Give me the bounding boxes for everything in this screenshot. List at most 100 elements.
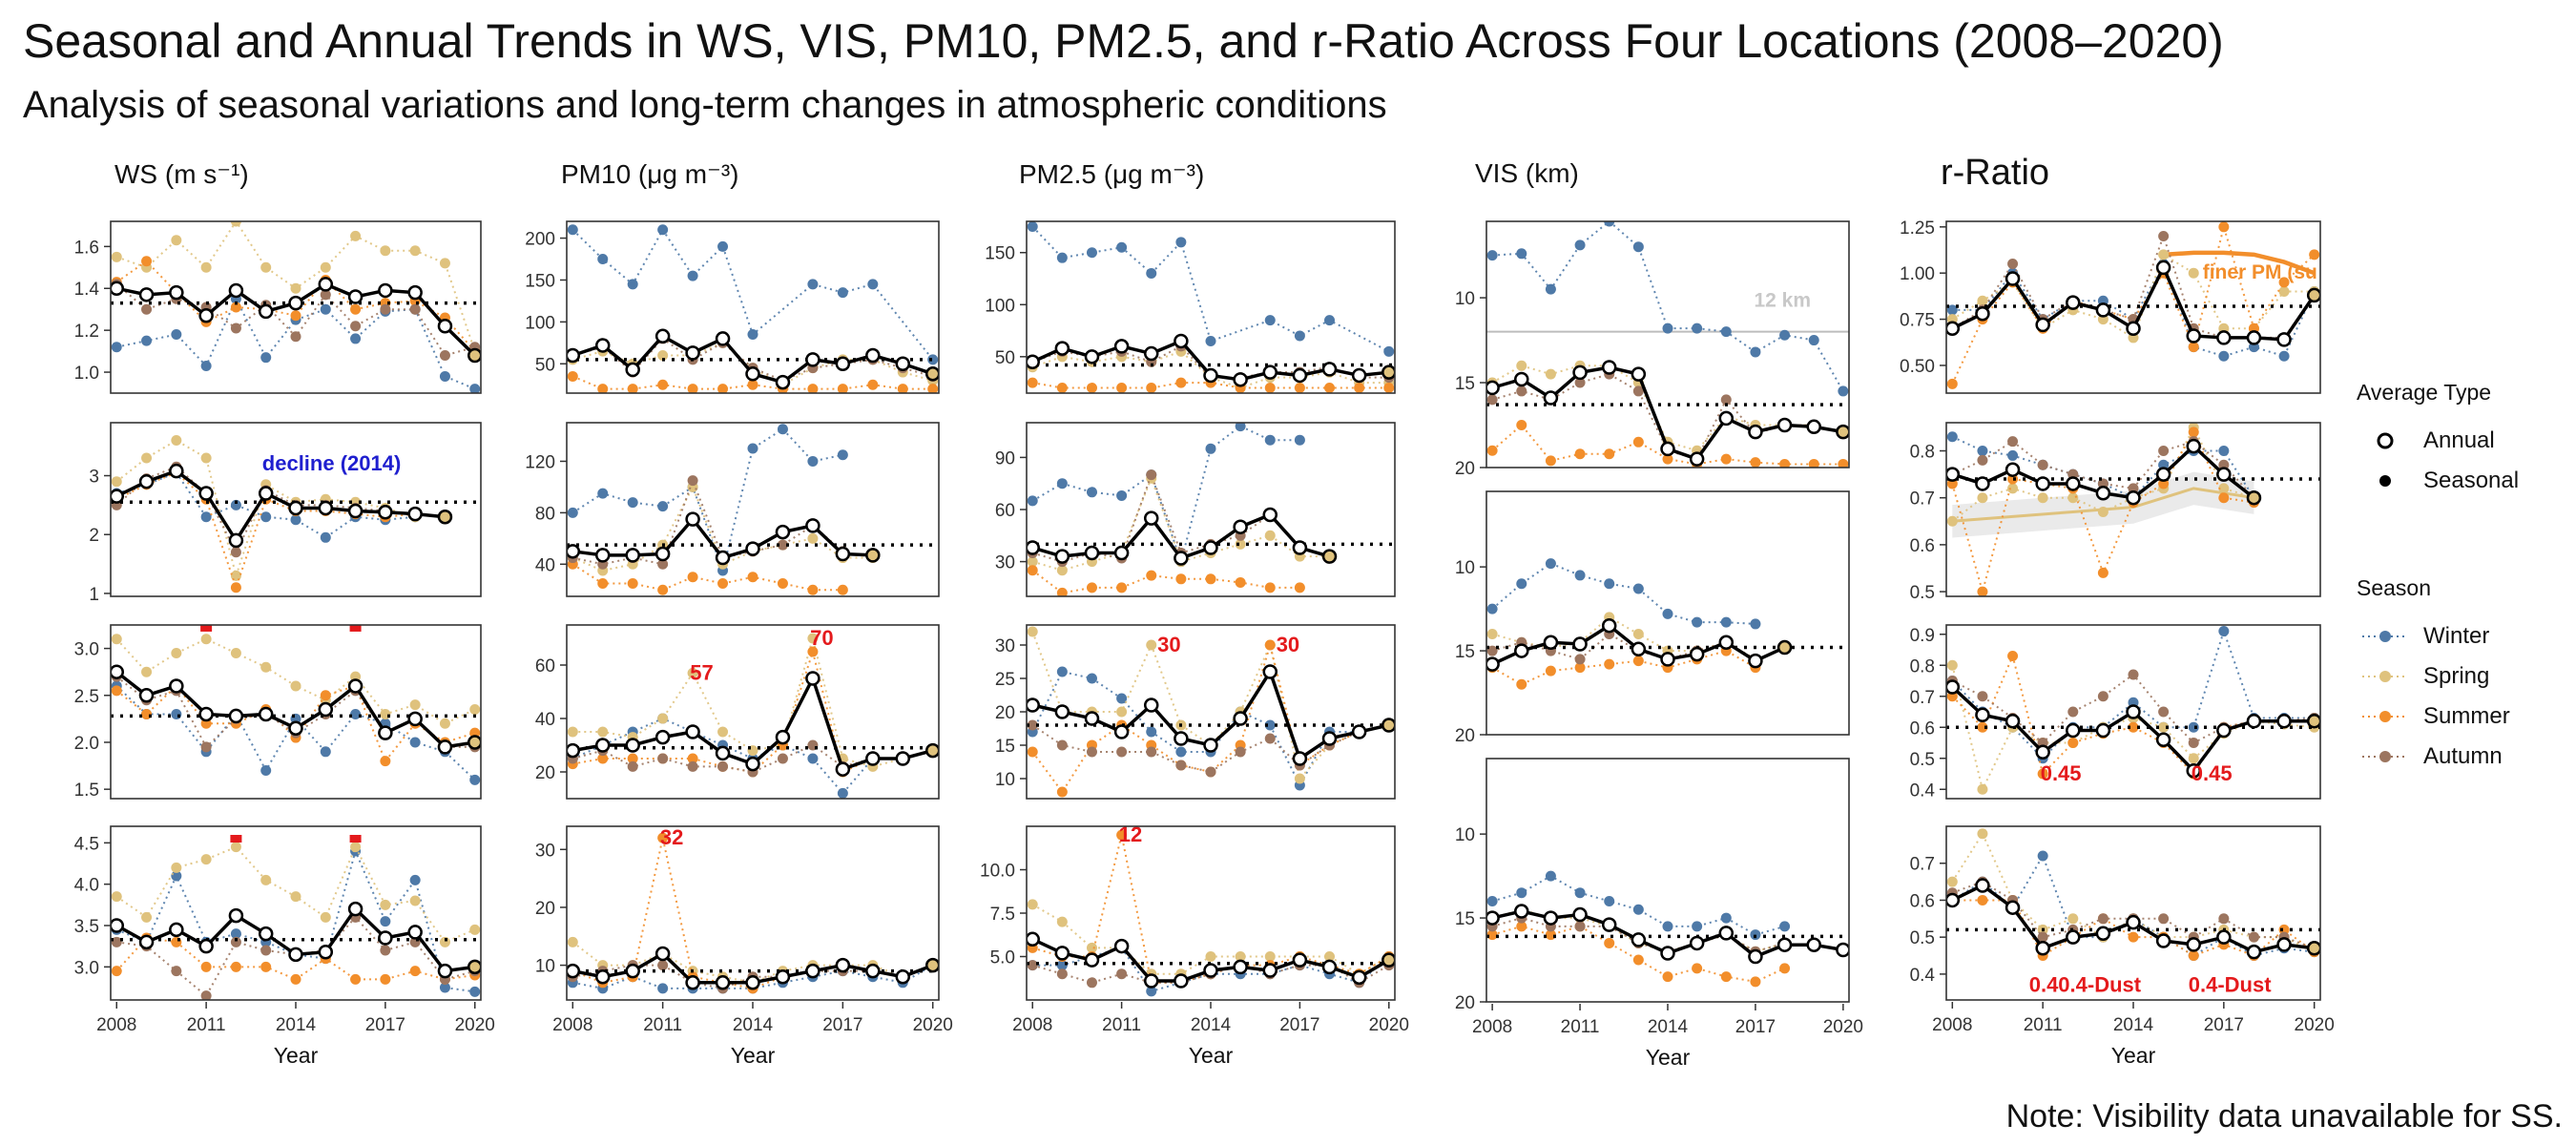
season-point-winter — [260, 764, 272, 776]
legend-item-seasonal: Seasonal — [2357, 461, 2566, 501]
season-point-summer — [1516, 921, 1527, 932]
annual-point — [685, 724, 700, 739]
annual-point — [378, 505, 393, 520]
season-point-summer — [2128, 721, 2139, 733]
panel-frame-WS-2 — [110, 422, 482, 597]
legend-average-title: Average Type — [2357, 380, 2492, 405]
season-point-spring — [350, 230, 362, 241]
x-tick-label: 2011 — [1102, 1015, 1141, 1035]
annual-point — [1262, 507, 1278, 523]
season-point-winter — [290, 514, 301, 526]
y-tick-label: 0.6 — [1910, 891, 1935, 911]
y-tick-label: 10 — [1455, 825, 1475, 845]
x-tick-label: 2008 — [1472, 1017, 1512, 1037]
season-point-spring — [2158, 721, 2170, 733]
season-line-autumn — [1951, 440, 2255, 499]
season-point-autumn — [2067, 706, 2079, 718]
y-tick-label: 20 — [1455, 459, 1475, 479]
season-point-winter — [1662, 608, 1673, 619]
season-line-autumn — [1491, 373, 1815, 461]
season-point-winter — [2218, 350, 2230, 362]
highlight-marker — [230, 835, 242, 843]
annual-point — [2005, 271, 2021, 286]
annotation-label: 70 — [810, 626, 833, 650]
annual-point — [1054, 341, 1070, 356]
season-point-autumn — [2158, 446, 2170, 457]
season-point-spring — [260, 261, 272, 273]
season-point-autumn — [1027, 960, 1038, 971]
season-point-summer — [1056, 383, 1068, 393]
season-point-autumn — [1574, 377, 1586, 388]
y-tick-label: 20 — [535, 763, 555, 783]
highlight-marker — [200, 625, 213, 632]
annual-point — [111, 664, 125, 679]
season-point-spring — [1946, 515, 1958, 527]
season-point-summer — [1116, 383, 1128, 393]
season-point-winter — [1720, 912, 1732, 924]
panel-frame-PM2.5-2 — [1026, 422, 1396, 597]
column-title-vis: VIS (km) — [1475, 158, 1579, 188]
season-point-summer — [1632, 436, 1644, 448]
y-tick-label: 40 — [535, 710, 555, 730]
season-point-summer — [1662, 453, 1673, 465]
season-point-summer — [1574, 662, 1586, 674]
annual-point — [1572, 906, 1588, 923]
annual-point — [258, 926, 274, 942]
season-point-summer — [380, 973, 391, 985]
annual-point — [1514, 643, 1529, 658]
season-point-autumn — [1205, 766, 1216, 778]
season-point-summer — [380, 756, 391, 767]
season-point-winter — [380, 916, 391, 927]
season-point-winter — [1486, 895, 1498, 906]
panel-PM10-3-marks: 57 70 — [567, 626, 939, 799]
season-line-winter — [571, 227, 934, 361]
season-point-winter — [1750, 346, 1761, 358]
season-point-summer — [260, 961, 272, 972]
x-tick-label: 2008 — [1932, 1015, 1972, 1035]
panel-WS-3-marks — [111, 625, 481, 785]
season-point-summer — [1116, 582, 1128, 593]
annual-point — [1203, 367, 1218, 384]
season-point-summer — [1604, 658, 1615, 670]
season-point-autumn — [1516, 385, 1527, 397]
annual-point — [2276, 937, 2292, 952]
season-point-winter — [1205, 335, 1216, 346]
season-point-winter — [1720, 326, 1732, 338]
season-point-winter — [747, 329, 758, 341]
x-tick-label: 2020 — [455, 1015, 495, 1035]
x-axis-label: Year — [1646, 1045, 1691, 1070]
season-point-summer — [111, 685, 122, 697]
season-line-spring — [115, 439, 416, 579]
annual-point — [895, 968, 911, 985]
season-point-spring — [1146, 639, 1157, 651]
season-point-winter — [320, 746, 331, 758]
season-point-summer — [2278, 277, 2290, 288]
annual-point — [2186, 328, 2201, 344]
annual-point — [437, 739, 453, 755]
x-axis-label: Year — [1189, 1043, 1234, 1068]
annual-point — [1381, 952, 1395, 968]
season-point-autumn — [1056, 968, 1068, 980]
annual-point — [1233, 959, 1248, 975]
x-tick-label: 2014 — [1191, 1015, 1232, 1035]
annual-point — [2186, 438, 2201, 454]
season-point-summer — [837, 384, 848, 393]
season-point-winter — [1116, 489, 1128, 501]
season-point-winter — [200, 511, 212, 523]
annual-point — [805, 671, 821, 686]
panel-VIS-1-marks: 12 km — [1486, 221, 1849, 468]
season-point-autumn — [2007, 259, 2019, 270]
annual-point — [654, 946, 671, 962]
season-point-winter — [469, 774, 481, 785]
season-point-autumn — [439, 349, 450, 361]
y-tick-label: 1.25 — [1900, 219, 1935, 239]
annual-point — [1601, 917, 1617, 932]
season-point-spring — [171, 435, 182, 447]
season-point-summer — [1632, 954, 1644, 966]
season-point-autumn — [1574, 654, 1586, 665]
y-tick-label: 30 — [995, 636, 1015, 656]
season-line-winter — [1491, 874, 1785, 936]
annual-point — [2005, 900, 2021, 915]
season-point-summer — [567, 370, 578, 382]
season-point-summer — [1146, 570, 1157, 581]
